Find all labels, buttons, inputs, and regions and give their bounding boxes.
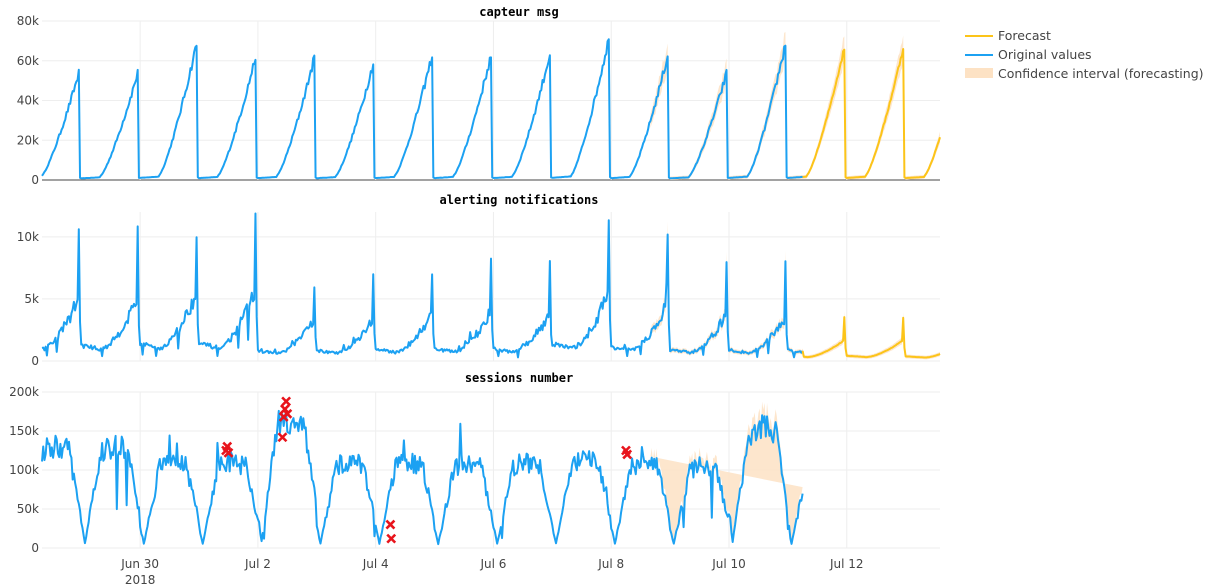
y-tick-label: 0 bbox=[31, 173, 39, 187]
confidence-band-0 bbox=[650, 32, 940, 181]
x-tick-label: Jul 6 bbox=[479, 557, 506, 571]
anomaly-marker[interactable] bbox=[277, 432, 288, 443]
series-line-layer bbox=[41, 38, 941, 546]
confidence-band-1 bbox=[650, 221, 940, 360]
forecast-line-0 bbox=[802, 47, 941, 180]
legend-label-original-values: Original values bbox=[998, 47, 1092, 62]
y-tick-label: 80k bbox=[17, 14, 39, 28]
legend-item-confidence-interval[interactable]: Confidence interval (forecasting) bbox=[965, 66, 1204, 81]
x-tick-label: Jul 12 bbox=[829, 557, 864, 571]
anomaly-marker[interactable] bbox=[622, 449, 633, 460]
y-tick-label: 40k bbox=[17, 94, 39, 108]
anomaly-marker[interactable] bbox=[281, 396, 292, 407]
anomaly-marker[interactable] bbox=[385, 519, 396, 530]
panel-title-capteur-msg: capteur msg bbox=[479, 5, 558, 19]
anomaly-marker-layer bbox=[221, 396, 633, 544]
y-tick-label: 60k bbox=[17, 54, 39, 68]
y-tick-label: 200k bbox=[9, 385, 39, 399]
y-tick-label: 20k bbox=[17, 133, 39, 147]
y-tick-label: 5k bbox=[24, 292, 39, 306]
y-tick-label: 0 bbox=[31, 541, 39, 555]
forecast-line-1 bbox=[801, 316, 941, 359]
anomaly-marker[interactable] bbox=[386, 533, 397, 544]
x-tick-label: Jul 2 bbox=[244, 557, 271, 571]
y-tick-label: 150k bbox=[9, 424, 39, 438]
y-tick-label: 50k bbox=[17, 502, 39, 516]
original-values-line-2 bbox=[41, 409, 804, 546]
panel-title-alerting-notifications: alerting notifications bbox=[440, 193, 599, 207]
x-tick-label: Jul 4 bbox=[362, 557, 389, 571]
x-tick-sublabel: 2018 bbox=[125, 573, 156, 587]
x-tick-label: Jul 8 bbox=[597, 557, 624, 571]
legend-item-forecast[interactable]: Forecast bbox=[965, 28, 1051, 43]
anomaly-marker[interactable] bbox=[282, 408, 293, 419]
legend-label-forecast: Forecast bbox=[998, 28, 1051, 43]
x-tick-label: Jun 30 bbox=[120, 557, 159, 571]
legend-item-original-values[interactable]: Original values bbox=[965, 47, 1092, 62]
text-layer: capteur msg alerting notifications sessi… bbox=[9, 5, 863, 587]
legend-swatch-confidence-interval bbox=[965, 68, 993, 78]
y-tick-label: 0 bbox=[31, 354, 39, 368]
original-values-line-1 bbox=[41, 212, 804, 359]
legend-label-confidence-interval: Confidence interval (forecasting) bbox=[998, 66, 1204, 81]
y-tick-label: 10k bbox=[17, 230, 39, 244]
original-values-line-0 bbox=[41, 38, 803, 180]
legend: Forecast Original values Confidence inte… bbox=[965, 28, 1204, 81]
anomaly-marker[interactable] bbox=[223, 447, 234, 458]
x-tick-label: Jul 10 bbox=[711, 557, 746, 571]
y-tick-label: 100k bbox=[9, 463, 39, 477]
confidence-band-2 bbox=[650, 401, 803, 542]
panel-title-sessions-number: sessions number bbox=[465, 371, 573, 385]
